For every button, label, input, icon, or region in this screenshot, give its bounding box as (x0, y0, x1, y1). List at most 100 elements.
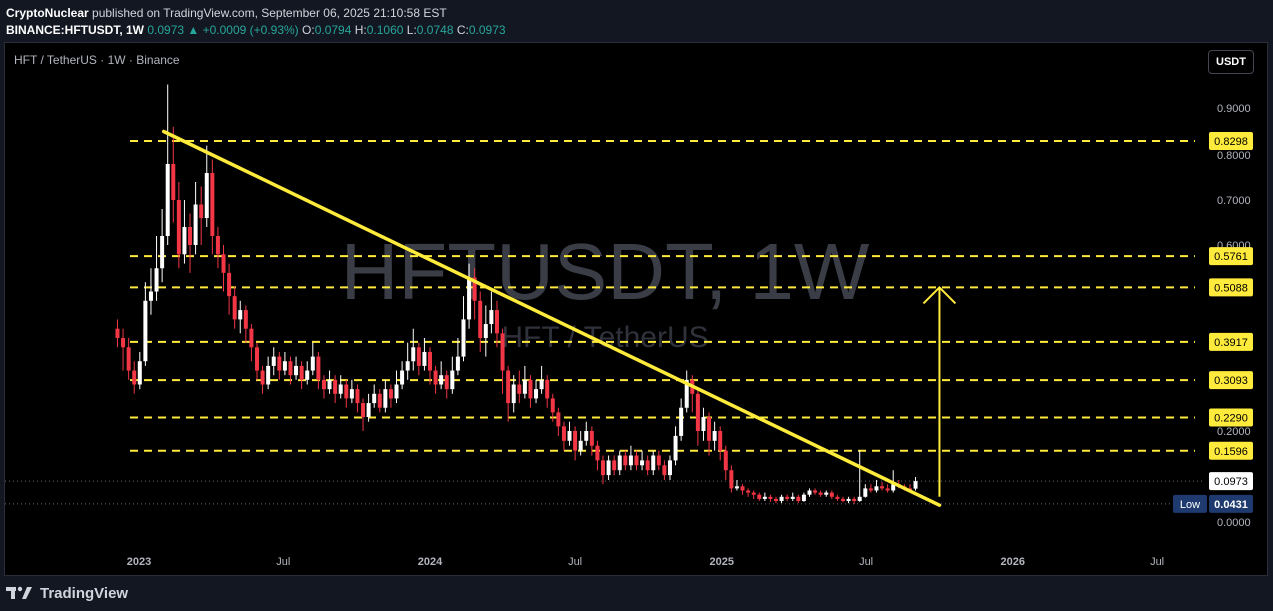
candle-body (349, 389, 354, 399)
candle (266, 356, 271, 390)
candle (277, 351, 282, 380)
candle (372, 384, 377, 408)
trendline-layer[interactable] (161, 129, 957, 507)
candle-body (489, 310, 494, 325)
candle-body (589, 431, 594, 446)
candle (567, 421, 572, 446)
candle-body (494, 310, 499, 334)
chart-pane[interactable]: HFTUSDT, 1W HFT / TetherUS 0.9000 0.8000 0… (4, 42, 1268, 576)
candle (539, 365, 544, 394)
candle-body (757, 494, 762, 499)
candle-body (567, 431, 572, 441)
tradingview-brand[interactable]: TradingView (40, 584, 129, 602)
candle (361, 398, 366, 431)
candle (634, 450, 639, 471)
candle (132, 361, 137, 394)
candle (645, 455, 650, 476)
candle (210, 159, 215, 255)
low-value: 0.0748 (416, 23, 454, 37)
candle-body (506, 370, 511, 404)
candle-body (774, 498, 779, 501)
candle (428, 347, 432, 385)
price-change: ▲ +0.0009 (+0.93%) (187, 23, 299, 37)
candle (199, 186, 204, 245)
candle-body (400, 370, 405, 385)
x-tick-label: Jul (276, 556, 290, 568)
y-tick-label: 0.7000 (1217, 195, 1251, 207)
candle (316, 351, 321, 390)
candle (204, 145, 209, 227)
open-value: 0.0794 (314, 23, 352, 37)
candle (628, 445, 633, 471)
candle (785, 494, 790, 501)
candle (857, 450, 862, 502)
high-label: H: (354, 23, 367, 37)
candles (115, 84, 918, 504)
candle (573, 426, 578, 461)
candle (154, 236, 159, 301)
candle-body (361, 403, 366, 418)
candle-body (779, 496, 784, 501)
candle (746, 488, 751, 497)
candle-body (707, 417, 712, 441)
candle (790, 492, 795, 501)
x-tick-label: 2024 (418, 556, 443, 568)
candle-body (277, 356, 282, 371)
candle (801, 492, 806, 502)
candle (143, 282, 148, 366)
candle-body (612, 460, 617, 471)
level-price-tag: 0.3093 (1209, 371, 1253, 390)
low-marker-tag: Low 0.0431 (1173, 494, 1253, 513)
time-axis[interactable]: 2023 Jul 2024 Jul 2025 Jul 2026 Jul (127, 556, 1164, 568)
candle (344, 379, 349, 408)
candle-body (874, 486, 879, 491)
candle-body (534, 389, 539, 399)
level-price-label: 0.3093 (1214, 375, 1248, 387)
currency-button[interactable]: USDT (1208, 50, 1254, 74)
candle-body (478, 300, 483, 338)
candle (701, 407, 706, 441)
candle (846, 496, 851, 504)
last-price: 0.0973 (147, 23, 185, 37)
candle (762, 492, 767, 501)
candle-body (634, 455, 639, 466)
candle (439, 361, 444, 390)
candle-body (433, 370, 438, 385)
candle (227, 263, 232, 315)
author-name[interactable]: CryptoNuclear (6, 6, 89, 20)
candle-body (215, 236, 220, 255)
candle (405, 342, 410, 380)
candle-body (182, 227, 187, 255)
low-marker-label: Low (1180, 499, 1200, 511)
chart-svg[interactable]: HFTUSDT, 1W HFT / TetherUS 0.9000 0.8000 0… (5, 43, 1267, 575)
candle-body (338, 384, 343, 394)
candle-body (416, 347, 421, 366)
candle-body (640, 460, 645, 466)
candle (656, 450, 661, 471)
candle (667, 455, 672, 480)
price-axis[interactable]: 0.90000.80000.70000.60000.20000.10000.00… (1173, 103, 1253, 529)
candle (818, 490, 823, 497)
candle-body (718, 431, 723, 451)
candle (757, 492, 762, 501)
candle-body (260, 370, 265, 385)
candle (489, 291, 494, 334)
candle-body (500, 333, 505, 371)
candle-body (176, 200, 181, 255)
x-tick-label: Jul (859, 556, 873, 568)
candle-body (238, 310, 243, 320)
tradingview-logo-icon[interactable] (6, 585, 34, 601)
candle-body (171, 164, 176, 200)
candle-body (310, 356, 315, 371)
candle-body (199, 204, 204, 218)
candle-body (746, 490, 751, 493)
candle-body (154, 268, 159, 292)
level-price-tag: 0.8298 (1209, 131, 1253, 150)
candle-body (372, 393, 377, 404)
candle-body (623, 455, 628, 466)
descending-trendline[interactable] (161, 129, 942, 507)
candle-body (450, 370, 455, 390)
candle (193, 182, 198, 255)
candle (623, 450, 628, 471)
level-price-tag: 0.1596 (1209, 441, 1253, 460)
